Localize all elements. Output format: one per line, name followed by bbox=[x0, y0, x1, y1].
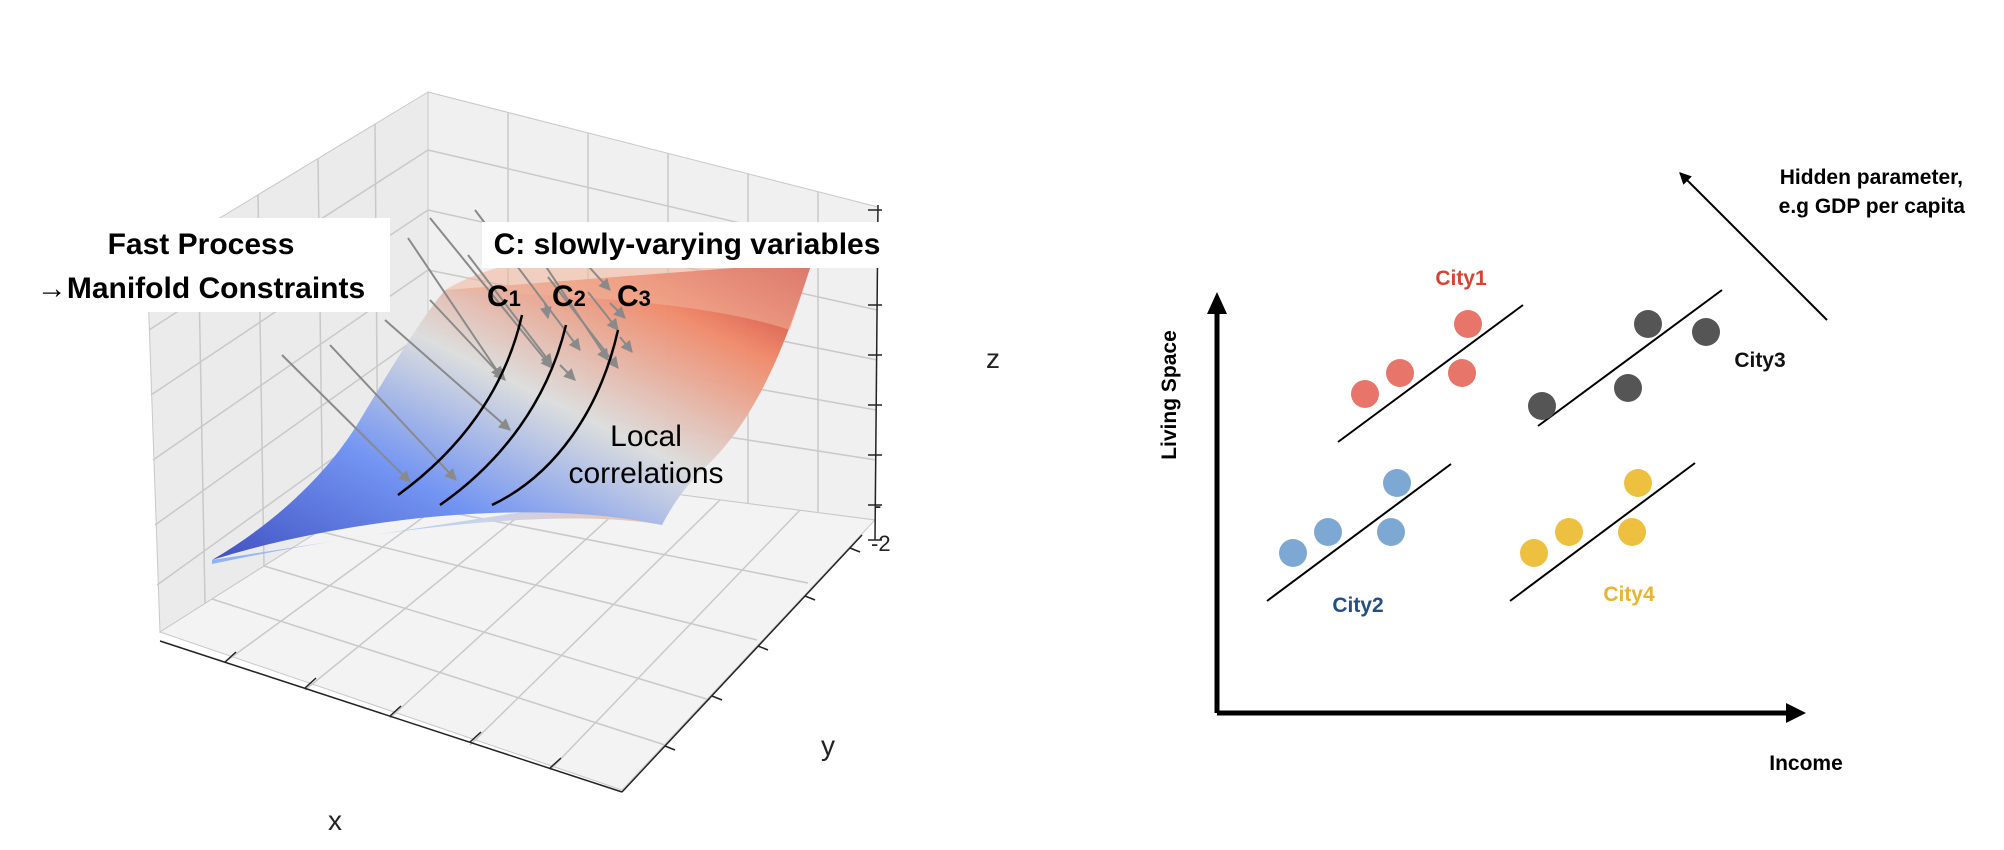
city3-label: City3 bbox=[1734, 349, 1785, 372]
slow-vars-label: C: slowly-varying variables bbox=[494, 228, 881, 261]
city4-trend-line bbox=[1509, 462, 1696, 602]
city1-label: City1 bbox=[1435, 267, 1487, 290]
city4-point bbox=[1618, 518, 1646, 546]
city2-point bbox=[1279, 539, 1307, 567]
city4-label: City4 bbox=[1603, 583, 1655, 606]
city3-points bbox=[1528, 310, 1720, 420]
c3-label: C3 bbox=[617, 280, 651, 313]
c1-label: C1 bbox=[487, 280, 521, 313]
x-axis-label: Income bbox=[1769, 752, 1843, 775]
city1-points bbox=[1351, 310, 1482, 408]
axis-z-label: z bbox=[986, 343, 1000, 374]
city1-point bbox=[1454, 310, 1482, 338]
axis-x-label: x bbox=[328, 805, 342, 836]
surface-top-band bbox=[445, 262, 812, 330]
surface-plot: x y z - -2 Fast Process →Manifold Constr… bbox=[18, 91, 1000, 836]
city1-point bbox=[1351, 380, 1379, 408]
c-labels: C1 C2 C3 bbox=[487, 280, 651, 313]
city3-point bbox=[1528, 392, 1556, 420]
fast-process-box bbox=[18, 218, 390, 312]
projection-arrows bbox=[281, 209, 633, 483]
hidden-param-line2: e.g GDP per capita bbox=[1779, 195, 1966, 218]
city3-point bbox=[1634, 310, 1662, 338]
c-curves bbox=[397, 314, 620, 507]
city1-point bbox=[1448, 359, 1476, 387]
city2-point bbox=[1314, 518, 1342, 546]
city-trend-lines bbox=[1266, 289, 1723, 602]
hidden-parameter-arrow bbox=[1679, 172, 1828, 321]
city4-point bbox=[1624, 469, 1652, 497]
city4-point bbox=[1555, 518, 1583, 546]
city3-trend-line bbox=[1537, 289, 1723, 427]
x-axis-arrowhead bbox=[1786, 703, 1806, 723]
surface-sheet bbox=[212, 262, 812, 560]
slow-vars-box bbox=[482, 222, 892, 268]
city1-point bbox=[1386, 359, 1414, 387]
fast-process-line2: →Manifold Constraints bbox=[37, 272, 365, 305]
city2-trend-line bbox=[1266, 463, 1452, 602]
diagram-axes bbox=[1214, 304, 1792, 716]
city4-point bbox=[1520, 539, 1548, 567]
city-diagram: Living Space Income Hidden parameter, e.… bbox=[1158, 166, 1965, 775]
city2-points bbox=[1279, 469, 1411, 567]
y-axis-arrowhead bbox=[1207, 292, 1227, 314]
y-axis-label: Living Space bbox=[1158, 330, 1181, 460]
fast-process-line1: Fast Process bbox=[108, 228, 295, 261]
c2-label: C2 bbox=[552, 280, 586, 313]
city2-point bbox=[1383, 469, 1411, 497]
city2-point bbox=[1377, 518, 1405, 546]
local-correlations-line1: Local bbox=[610, 420, 682, 453]
hidden-param-line1: Hidden parameter, bbox=[1780, 166, 1963, 189]
z-tick-label-partial-a: - bbox=[874, 493, 881, 518]
city3-point bbox=[1614, 374, 1642, 402]
city4-points bbox=[1520, 469, 1652, 567]
local-correlations-line2: correlations bbox=[568, 457, 723, 490]
axis-y-label: y bbox=[821, 730, 835, 761]
z-tick-label-partial-b: -2 bbox=[871, 531, 891, 556]
city2-label: City2 bbox=[1332, 594, 1383, 617]
city3-point bbox=[1692, 318, 1720, 346]
city1-trend-line bbox=[1337, 304, 1524, 443]
